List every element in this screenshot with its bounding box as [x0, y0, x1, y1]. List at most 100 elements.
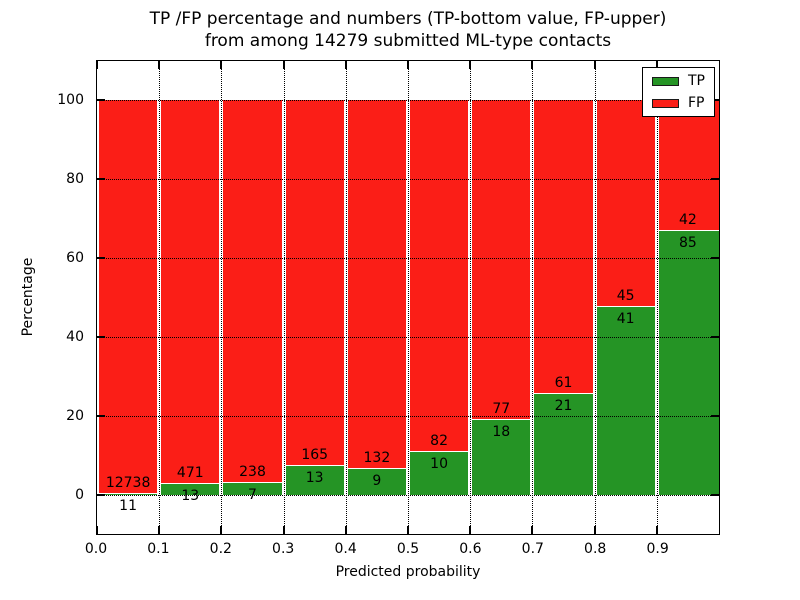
fp-count-label: 77	[492, 400, 511, 417]
fp-bar-segment	[161, 100, 220, 484]
y-tick-mark	[97, 414, 105, 417]
y-tick-mark	[97, 178, 105, 181]
gridline-vertical	[221, 61, 223, 534]
tp-count-label: 18	[492, 423, 511, 440]
y-tick-label: 0	[75, 487, 84, 504]
bar-group	[99, 100, 158, 495]
y-tick-label: 60	[66, 249, 84, 266]
fp-count-label: 132	[363, 450, 391, 467]
tp-count-label: 11	[119, 498, 138, 515]
legend-label: TP	[688, 73, 705, 89]
x-tick-label: 0.7	[521, 541, 544, 557]
y-tick-mark	[711, 257, 719, 260]
legend-item-fp: FP	[652, 96, 705, 110]
gridline-vertical	[159, 61, 161, 534]
bar-group	[347, 100, 406, 495]
x-axis-label: Predicted probability	[335, 564, 481, 580]
chart-title-line2: from among 14279 submitted ML-type conta…	[204, 31, 612, 51]
gridline-vertical	[656, 61, 658, 534]
fp-bar-segment	[596, 100, 655, 307]
fp-count-label: 82	[430, 432, 449, 449]
tp-count-label: 21	[554, 397, 573, 414]
x-tick-label: 0.2	[209, 541, 232, 557]
x-tick-label: 0.0	[84, 541, 108, 557]
bar-group	[285, 100, 344, 495]
fp-bar-segment	[534, 100, 593, 394]
tp-count-label: 7	[248, 487, 257, 504]
y-tick-label: 20	[66, 408, 84, 425]
y-tick-mark	[711, 99, 719, 102]
fp-count-label: 61	[554, 374, 573, 391]
legend-label: FP	[688, 95, 705, 111]
fp-count-label: 471	[176, 465, 204, 481]
fp-bar-segment	[347, 100, 406, 470]
x-tick-mark	[531, 526, 534, 534]
x-tick-label: 0.9	[646, 541, 669, 557]
x-tick-mark	[282, 526, 285, 534]
bar-group	[161, 100, 220, 495]
fp-bar-segment	[410, 100, 469, 452]
x-tick-mark	[158, 61, 161, 69]
x-tick-mark	[593, 61, 596, 69]
y-tick-label: 40	[66, 329, 84, 346]
y-axis-tick-labels: 0 20 40 60 80 100	[0, 60, 90, 535]
y-tick-mark	[711, 493, 719, 496]
x-tick-mark	[407, 526, 409, 534]
x-tick-label: 0.1	[147, 541, 170, 557]
x-axis-tick-labels: 0.0 0.1 0.2 0.3 0.4 0.5 0.6 0.7 0.8 0.9	[85, 541, 720, 561]
y-tick-mark	[711, 178, 719, 181]
fp-count-label: 238	[239, 464, 266, 481]
tp-bar-segment	[285, 465, 344, 495]
y-tick-mark	[97, 335, 105, 338]
fp-bar-segment	[658, 100, 719, 231]
tp-bar-segment	[161, 484, 220, 495]
x-tick-mark	[469, 526, 472, 534]
legend-item-tp: TP	[652, 74, 705, 88]
y-tick-label: 100	[57, 91, 84, 108]
x-tick-mark	[96, 61, 98, 69]
fp-count-label: 42	[678, 211, 697, 228]
fp-bar-segment	[472, 100, 531, 420]
x-tick-mark	[158, 526, 161, 534]
fp-count-label: 12738	[105, 475, 151, 492]
gridline-vertical	[345, 61, 347, 534]
plot-area: 12738 11 471 13 238 7 165 13 132 9 82 10 77 18 61 21 45 4…	[96, 60, 720, 535]
tp-bar-segment	[658, 230, 719, 495]
bar-group	[596, 100, 655, 495]
fp-bar-segment	[99, 100, 158, 495]
tp-count-label: 41	[616, 310, 635, 327]
x-tick-mark	[344, 526, 347, 534]
tp-bar-segment	[347, 469, 406, 495]
y-tick-label: 80	[66, 170, 84, 187]
tp-count-label: 13	[181, 487, 200, 504]
bar-group	[410, 100, 469, 495]
y-axis-label: Percentage	[20, 257, 36, 337]
bar-group	[223, 100, 282, 495]
tp-bar-segment	[534, 393, 593, 495]
tp-count-label: 13	[305, 469, 324, 486]
fp-bar-segment	[285, 100, 344, 466]
fp-bar-segment	[223, 100, 282, 484]
x-tick-mark	[593, 526, 596, 534]
bar-group	[534, 100, 593, 495]
legend-color-swatch-icon	[652, 76, 679, 86]
legend-color-swatch-icon	[652, 98, 679, 108]
x-tick-mark	[282, 61, 285, 69]
x-tick-mark	[655, 526, 658, 534]
x-tick-mark	[344, 61, 347, 69]
x-tick-label: 0.3	[272, 541, 295, 557]
x-tick-mark	[96, 526, 98, 534]
x-tick-mark	[407, 61, 409, 69]
gridline-vertical	[470, 61, 472, 534]
y-tick-mark	[711, 414, 719, 417]
x-tick-mark	[531, 61, 534, 69]
x-tick-mark	[220, 526, 223, 534]
tp-bar-segment	[410, 451, 469, 495]
chart-title-line1: TP /FP percentage and numbers (TP-bottom…	[149, 9, 667, 29]
tp-count-label: 9	[372, 473, 382, 490]
fp-count-label: 45	[616, 287, 635, 304]
tp-bar-segment	[596, 306, 655, 495]
tp-count-label: 85	[678, 234, 697, 251]
y-tick-mark	[97, 493, 105, 496]
tp-count-label: 10	[430, 455, 449, 472]
